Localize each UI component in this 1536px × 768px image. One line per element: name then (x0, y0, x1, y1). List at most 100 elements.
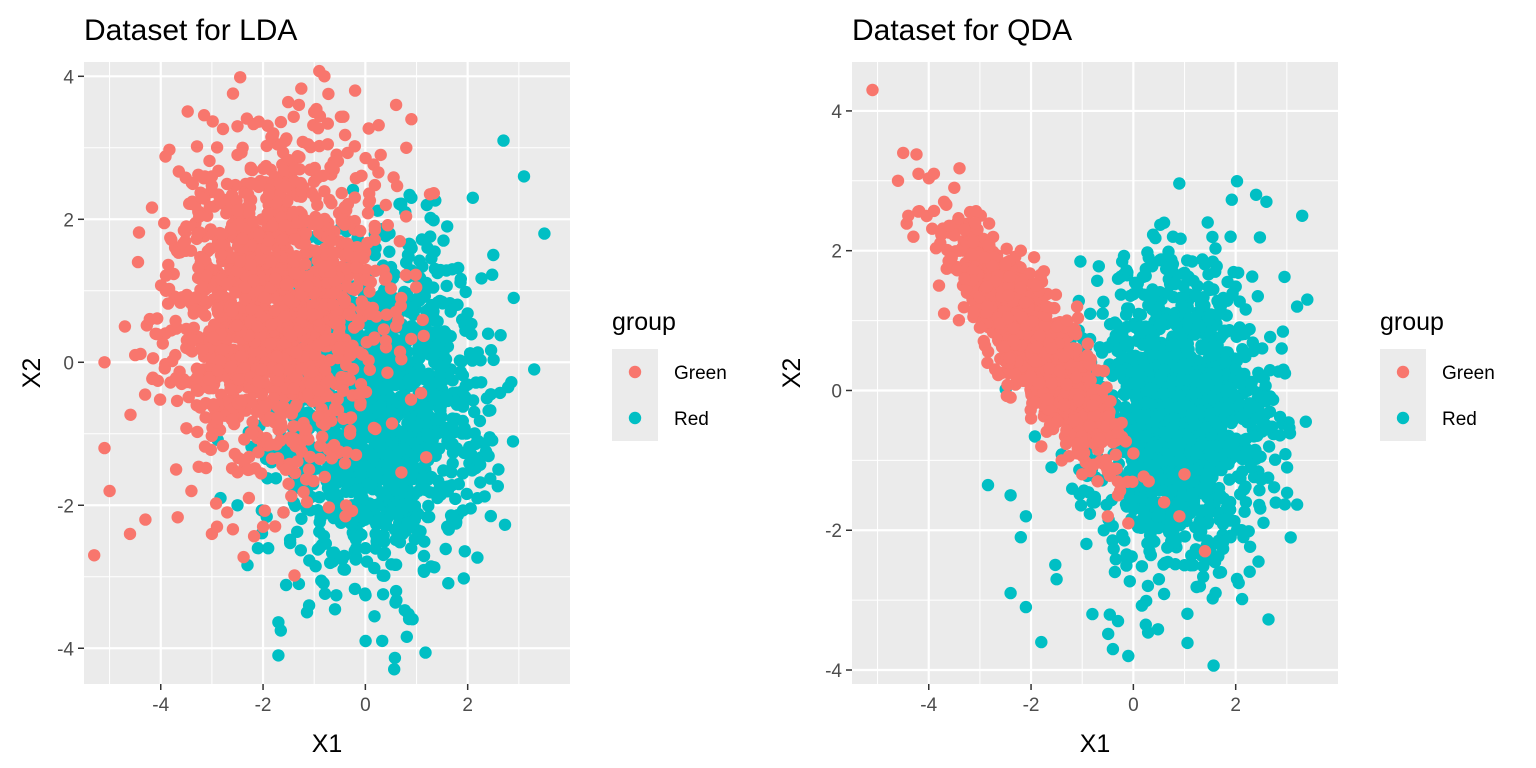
point-green (131, 255, 145, 269)
point-green (197, 109, 211, 122)
point-green (322, 87, 335, 101)
point-red (1141, 579, 1155, 593)
point-red (1201, 216, 1214, 229)
point-red (446, 263, 459, 276)
point-red (1209, 265, 1222, 278)
point-green (301, 279, 314, 293)
point-green (247, 215, 260, 228)
point-green (241, 463, 255, 477)
point-red (326, 546, 339, 560)
point-red (456, 384, 469, 398)
point-green (235, 394, 249, 407)
point-green (203, 154, 216, 168)
point-green (337, 412, 350, 425)
point-green (124, 408, 137, 421)
x-tick-label: 0 (360, 695, 371, 716)
point-green (265, 318, 278, 331)
point-red (438, 331, 451, 344)
point-green (252, 375, 265, 388)
point-green (299, 227, 313, 240)
point-red (1189, 464, 1202, 477)
point-green (279, 134, 292, 148)
point-red (484, 472, 497, 485)
point-red (376, 634, 389, 648)
point-red (1173, 177, 1186, 190)
point-green (377, 323, 390, 336)
point-green (274, 417, 288, 430)
point-green (395, 466, 408, 479)
point-red (1290, 498, 1304, 511)
point-green (340, 446, 354, 459)
y-tick-label: 4 (63, 67, 74, 88)
point-red (444, 509, 458, 522)
point-green (295, 362, 308, 375)
point-green (247, 274, 260, 287)
point-red (428, 245, 441, 258)
point-red (466, 191, 479, 204)
point-red (1019, 600, 1033, 614)
point-red (1153, 254, 1167, 267)
point-red (458, 545, 471, 558)
point-green (236, 141, 249, 154)
point-red (328, 603, 342, 616)
point-green (171, 511, 184, 524)
point-red (1268, 453, 1282, 466)
point-green (246, 415, 259, 429)
point-green (279, 463, 292, 476)
point-red (369, 527, 382, 541)
point-red (313, 525, 326, 538)
point-red (377, 548, 390, 562)
point-red (517, 170, 531, 183)
point-green (252, 446, 265, 459)
point-red (474, 476, 487, 489)
point-red (1157, 216, 1171, 229)
point-green (236, 232, 249, 245)
point-green (404, 393, 418, 406)
point-red (431, 491, 444, 505)
point-green (231, 120, 244, 133)
point-green (380, 271, 393, 284)
point-red (1181, 636, 1194, 650)
point-green (205, 170, 219, 183)
point-red (406, 467, 419, 480)
point-green (211, 302, 224, 316)
point-red (1177, 398, 1191, 411)
point-red (1166, 375, 1179, 388)
point-green (257, 400, 271, 413)
point-red (1207, 659, 1220, 672)
point-green (293, 163, 306, 176)
point-red (1196, 253, 1209, 266)
point-green (193, 210, 206, 223)
point-green (390, 179, 404, 193)
point-red (1217, 513, 1230, 527)
point-red (1225, 193, 1239, 206)
point-red (1206, 230, 1219, 244)
point-green (216, 439, 230, 453)
point-red (1188, 371, 1202, 384)
point-green (314, 439, 327, 452)
point-red (374, 485, 387, 499)
point-red (430, 414, 443, 427)
point-green (362, 122, 375, 135)
point-red (418, 535, 431, 548)
x-axis-label: X1 (312, 730, 343, 758)
point-red (481, 327, 495, 340)
point-green (279, 278, 292, 291)
point-green (180, 220, 193, 233)
point-green (338, 128, 352, 142)
point-green (169, 463, 183, 476)
point-red (1262, 613, 1275, 626)
point-green (191, 370, 204, 384)
point-red (330, 589, 343, 602)
point-red (1183, 312, 1196, 325)
point-red (368, 610, 381, 623)
point-red (446, 437, 459, 450)
point-red (1260, 419, 1273, 432)
point-green (266, 219, 279, 232)
point-red (1114, 364, 1127, 377)
point-red (442, 577, 455, 590)
point-green (138, 388, 152, 401)
point-red (318, 587, 332, 600)
